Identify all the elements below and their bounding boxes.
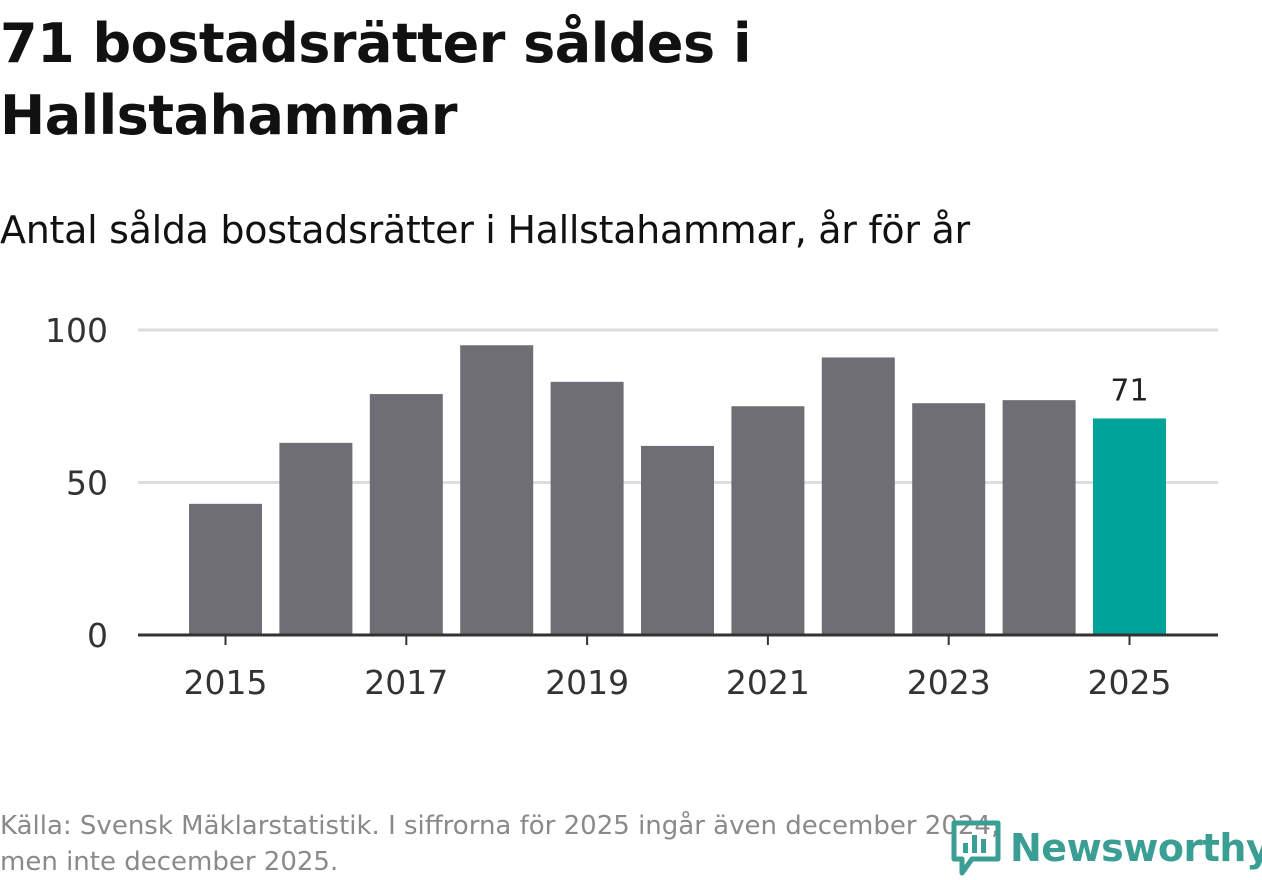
bar [460, 345, 534, 635]
x-tick-label: 2017 [364, 663, 448, 702]
labels: 0 50 100 2015 2017 2019 2021 2023 2025 71 [45, 311, 1171, 702]
bars [189, 345, 1166, 635]
x-tick-label: 2023 [907, 663, 991, 702]
x-tick-label: 2015 [184, 663, 268, 702]
y-tick-label: 0 [87, 616, 108, 655]
y-tick-label: 50 [66, 464, 108, 503]
chart-logo-icon [951, 820, 1001, 876]
source-line-2: men inte december 2025. [0, 847, 339, 877]
axes [138, 633, 1218, 645]
logo-text: Newsworthy [1010, 826, 1262, 870]
x-tick-label: 2021 [726, 663, 810, 702]
source-line-1: Källa: Svensk Mäklarstatistik. I siffror… [0, 811, 1000, 841]
x-tick-label: 2025 [1088, 663, 1172, 702]
newsworthy-logo: Newsworthy [950, 818, 1262, 878]
bar-chart: 0 50 100 2015 2017 2019 2021 2023 2025 71 [45, 311, 1218, 702]
bar [1002, 400, 1076, 635]
bar [731, 406, 805, 635]
y-tick-label: 100 [45, 311, 108, 350]
source-note: Källa: Svensk Mäklarstatistik. I siffror… [0, 808, 1200, 880]
x-tick-label: 2019 [545, 663, 629, 702]
bar [550, 381, 624, 635]
bar [279, 442, 353, 635]
bar-highlight [1093, 418, 1166, 635]
chart-title: 71 bostadsrätter såldes i Hallstahammar [0, 12, 751, 147]
bar [912, 403, 986, 635]
data-label: 71 [1110, 373, 1148, 408]
bar [641, 445, 714, 635]
bar [369, 394, 443, 635]
bar [821, 357, 895, 635]
chart-subtitle: Antal sålda bostadsrätter i Hallstahamma… [0, 208, 970, 252]
bar [189, 503, 262, 635]
